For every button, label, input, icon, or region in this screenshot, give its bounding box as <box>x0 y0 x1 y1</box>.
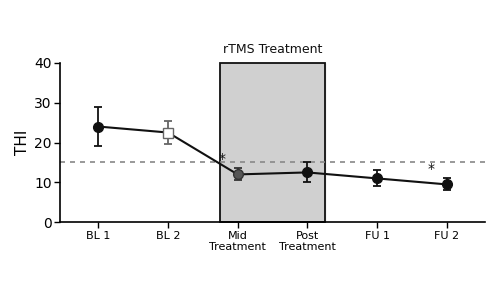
Bar <box>220 63 325 222</box>
Text: *: * <box>428 162 435 176</box>
Text: rTMS Treatment: rTMS Treatment <box>223 43 322 56</box>
Text: *: * <box>219 152 226 166</box>
Y-axis label: THI: THI <box>15 130 30 155</box>
Bar <box>220 63 325 222</box>
